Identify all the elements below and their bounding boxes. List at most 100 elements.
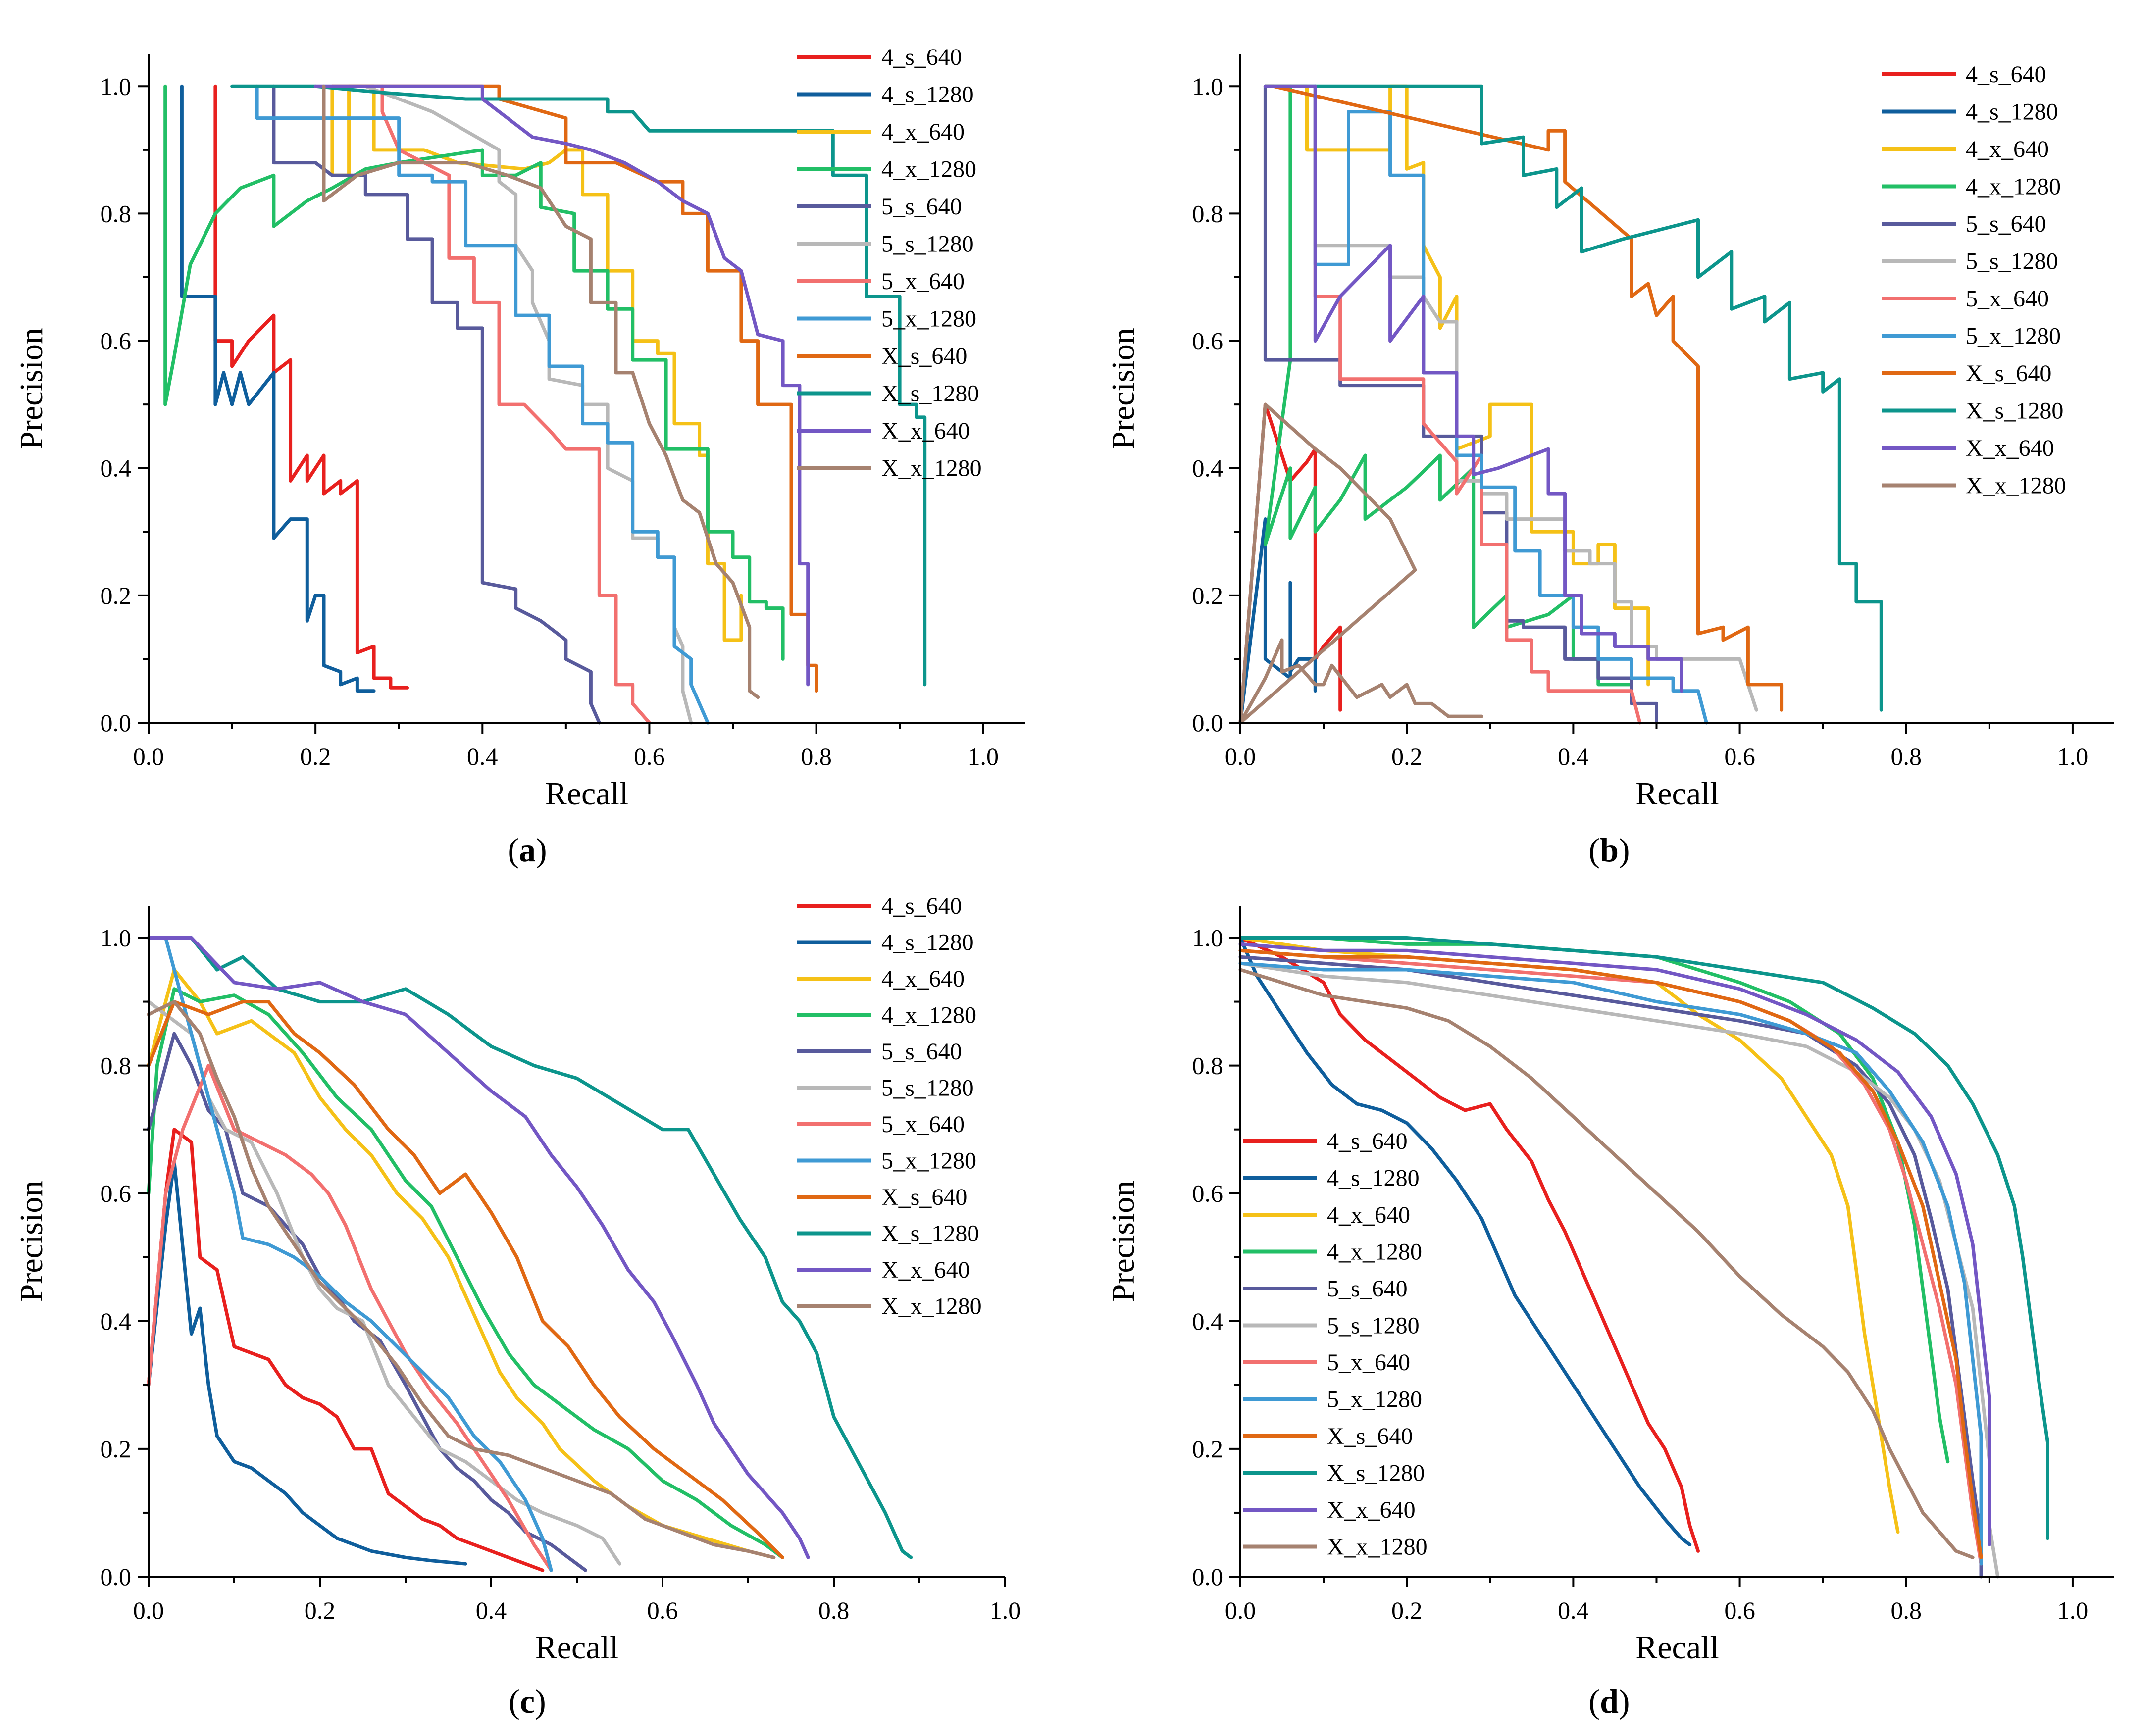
y-tick-label: 0.2	[1192, 1435, 1224, 1463]
legend-label: 4_s_1280	[1966, 99, 2058, 125]
legend-label: 4_x_640	[881, 119, 965, 145]
x-tick-label: 0.2	[300, 743, 331, 770]
x-tick-label: 0.8	[801, 743, 832, 770]
y-tick-label: 0.0	[101, 709, 132, 737]
x-tick-label: 1.0	[968, 743, 999, 770]
legend-label: X_s_640	[881, 343, 967, 369]
legend-label: 5_x_640	[881, 268, 965, 295]
x-tick-label: 0.4	[467, 743, 498, 770]
caption-open-paren: (	[1588, 1683, 1600, 1720]
legend-label: 4_x_1280	[881, 156, 976, 183]
panel-b: 0.0 0.2 0.4 0.6 0.8 1.0 0.0 0.2 0.4 0.6 0.8 1.0 Reca…	[1105, 54, 2114, 869]
legend-label: 4_x_1280	[1327, 1239, 1422, 1265]
legend-label: 5_x_640	[1966, 286, 2049, 312]
legend-label: 5_x_1280	[881, 1148, 976, 1174]
x-tick-label: 0.4	[1558, 743, 1589, 770]
legend-label: X_s_1280	[1966, 398, 2063, 424]
panel-caption: (d)	[1588, 1683, 1630, 1720]
legend-label: 5_s_1280	[881, 231, 974, 257]
y-tick-label: 0.2	[101, 582, 132, 609]
legend-label: X_s_1280	[881, 381, 979, 407]
y-tick-label: 0.8	[101, 1052, 132, 1080]
legend-label: 5_x_1280	[1327, 1387, 1422, 1413]
legend-label: 4_x_640	[1327, 1202, 1410, 1228]
legend-label: X_s_1280	[1327, 1460, 1425, 1487]
y-tick-label: 0.2	[1192, 582, 1224, 609]
legend-label: X_x_1280	[1966, 473, 2066, 499]
caption-close-paren: )	[536, 831, 547, 869]
series-line-5-x-1280	[1238, 961, 1983, 1566]
y-tick-label: 1.0	[101, 924, 132, 952]
y-tick-label: 1.0	[1192, 924, 1224, 952]
x-tick-label: 0.8	[818, 1596, 850, 1624]
series-line-4-x-1280	[1263, 84, 1633, 699]
legend: 4_s_640 4_s_1280 4_x_640 4_x_1280 5_s_640 5_s…	[797, 893, 982, 1320]
x-tick-label: 0.6	[647, 1596, 678, 1624]
series-line-4-s-640	[147, 1128, 545, 1572]
legend-label: 4_s_1280	[881, 930, 974, 956]
legend-label: X_s_640	[1966, 360, 2051, 387]
legend-label: 4_s_640	[1966, 61, 2046, 88]
series-line-x-s-640	[1263, 84, 1784, 712]
x-tick-label: 0.2	[305, 1596, 336, 1624]
caption-close-paren: )	[1619, 831, 1630, 869]
x-tick-label: 0.4	[1558, 1596, 1589, 1624]
series-line-5-s-640	[1263, 84, 1658, 725]
x-axis-title: Recall	[535, 1630, 619, 1666]
legend-label: 4_x_1280	[1966, 174, 2061, 200]
series-line-4-s-1280	[1238, 936, 1692, 1546]
x-tick-label: 1.0	[2057, 1596, 2089, 1624]
legend: 4_s_640 4_s_1280 4_x_640 4_x_1280 5_s_640 5_s…	[797, 44, 982, 482]
y-tick-label: 0.4	[1192, 454, 1224, 482]
legend: 4_s_640 4_s_1280 4_x_640 4_x_1280 5_s_640 5_s…	[1243, 1128, 1428, 1560]
series-line-5-x-640	[1313, 84, 1642, 725]
series-line-4-s-1280	[180, 84, 376, 693]
legend-label: 4_s_1280	[881, 82, 974, 108]
legend-label: 5_x_640	[1327, 1349, 1410, 1376]
y-tick-label: 0.6	[101, 1180, 132, 1207]
x-axis-title: Recall	[1635, 1630, 1719, 1666]
caption-open-paren: (	[508, 831, 519, 869]
y-tick-label: 0.0	[101, 1563, 132, 1590]
series-line-5-x-1280	[147, 936, 553, 1572]
x-tick-label: 0.0	[133, 743, 164, 770]
panel-c: 0.0 0.2 0.4 0.6 0.8 1.0 0.0 0.2 0.4 0.6 0.8 1.0 Reca…	[13, 893, 1020, 1720]
series-line-x-s-640	[1238, 948, 1983, 1559]
legend-label: 4_x_640	[1966, 136, 2049, 162]
legend-label: 5_s_640	[1327, 1276, 1408, 1302]
panel-a: 0.0 0.2 0.4 0.6 0.8 1.0 0.0 0.2 0.4 0.6 0.8 1.0 Reca…	[13, 44, 1025, 869]
legend-label: X_x_1280	[1327, 1534, 1428, 1560]
legend-label: X_x_1280	[881, 455, 982, 482]
series-line-x-x-640	[1238, 942, 1991, 1546]
y-tick-label: 0.6	[1192, 327, 1224, 355]
x-tick-label: 0.8	[1891, 1596, 1922, 1624]
series-line-4-x-1280	[1238, 936, 1950, 1464]
series-line-x-s-640	[147, 1000, 784, 1559]
legend-label: X_s_640	[881, 1184, 967, 1210]
panel-caption: (a)	[508, 831, 547, 869]
legend-label: 4_s_640	[1327, 1128, 1408, 1154]
series-line-4-s-640	[213, 84, 409, 690]
legend-label: 4_s_640	[881, 893, 962, 919]
legend-label: X_x_640	[881, 418, 970, 444]
legend-label: 5_s_640	[1966, 211, 2046, 237]
x-tick-label: 0.0	[1225, 1596, 1256, 1624]
series-line-5-x-1280	[255, 84, 710, 725]
x-tick-label: 0.0	[133, 1596, 164, 1624]
series-line-x-x-1280	[147, 1000, 776, 1559]
caption-close-paren: )	[535, 1683, 546, 1720]
x-axis-title: Recall	[1635, 776, 1719, 812]
x-tick-label: 1.0	[2057, 743, 2089, 770]
panel-d: 0.0 0.2 0.4 0.6 0.8 1.0 0.0 0.2 0.4 0.6 0.8 1.0 Reca…	[1105, 906, 2114, 1720]
x-tick-label: 0.6	[1724, 1596, 1755, 1624]
y-tick-label: 0.0	[1192, 1563, 1224, 1590]
y-axis-title: Precision	[13, 1181, 50, 1302]
caption-letter: a	[519, 831, 536, 869]
legend: 4_s_640 4_s_1280 4_x_640 4_x_1280 5_s_640 5_s…	[1882, 61, 2066, 499]
legend-label: X_x_1280	[881, 1293, 982, 1320]
legend-label: X_s_640	[1327, 1423, 1413, 1449]
y-tick-label: 0.0	[1192, 709, 1224, 737]
y-tick-label: 0.2	[101, 1435, 132, 1463]
y-tick-label: 0.6	[1192, 1180, 1224, 1207]
